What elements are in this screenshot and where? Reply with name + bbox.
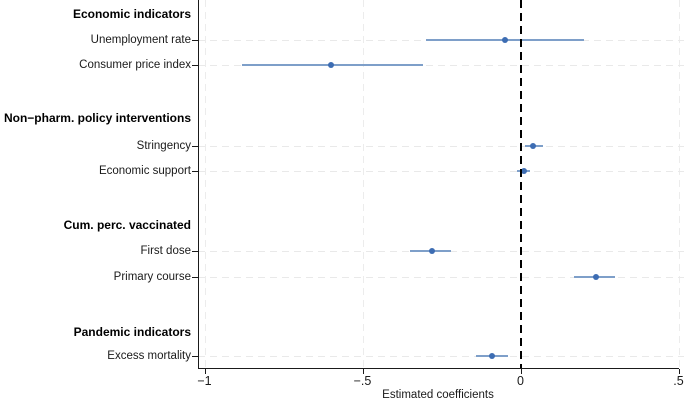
category-label: Consumer price index [79, 59, 191, 71]
gridline-vertical [362, 0, 364, 368]
x-axis-tick [362, 369, 364, 374]
x-axis-tick [520, 369, 522, 374]
group-header: Economic indicators [72, 7, 191, 21]
x-axis-tick [204, 369, 206, 374]
y-axis-tick [192, 146, 198, 147]
y-axis-tick [192, 40, 198, 41]
gridline-horizontal [198, 171, 684, 172]
point-estimate-marker [501, 37, 508, 43]
x-axis-title: Estimated coefficients [382, 389, 494, 401]
gridline-vertical [678, 0, 680, 368]
group-header: Cum. perc. vaccinated [63, 218, 191, 232]
y-axis-line [198, 0, 199, 368]
group-header: Non−pharm. policy interventions [3, 111, 191, 125]
x-tick-label: −.5 [353, 374, 372, 388]
x-tick-label: −1 [197, 374, 212, 388]
gridline-horizontal [198, 356, 684, 357]
gridline-vertical [204, 0, 206, 368]
gridline-horizontal [198, 65, 684, 66]
category-label: Economic support [98, 165, 191, 177]
y-axis-tick [192, 356, 198, 357]
x-axis-tick [678, 369, 680, 374]
point-estimate-marker [530, 143, 537, 149]
point-estimate-marker [593, 274, 600, 280]
category-label: Excess mortality [107, 350, 191, 362]
x-tick-label: .5 [673, 374, 684, 388]
y-axis-tick [192, 277, 198, 278]
y-axis-tick [192, 171, 198, 172]
y-axis-tick [192, 65, 198, 66]
group-header: Pandemic indicators [73, 325, 191, 339]
point-estimate-marker [429, 248, 436, 254]
x-tick-label: 0 [517, 374, 524, 388]
category-label: Primary course [113, 271, 191, 283]
point-estimate-marker [489, 353, 496, 359]
category-label: First dose [140, 245, 192, 257]
y-axis-tick [192, 251, 198, 252]
x-axis-line [198, 368, 679, 369]
category-label: Stringency [136, 140, 191, 152]
point-estimate-marker [327, 62, 334, 68]
point-estimate-marker [520, 168, 527, 174]
category-label: Unemployment rate [90, 34, 191, 46]
zero-reference-line [519, 0, 522, 368]
gridline-horizontal [198, 277, 684, 278]
gridline-horizontal [198, 146, 684, 147]
